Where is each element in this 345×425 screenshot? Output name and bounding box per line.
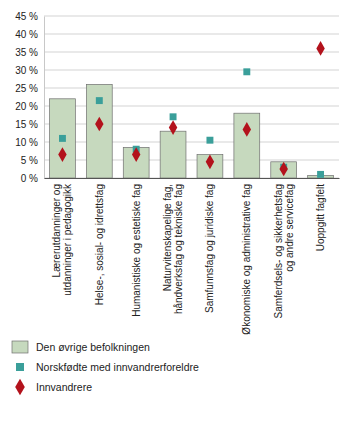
grid-line — [44, 70, 339, 71]
series-1 — [59, 68, 324, 178]
x-tick-label-line: Naturvitenskapelige fag, — [162, 184, 173, 291]
y-tick-label: 15 % — [15, 119, 38, 130]
bar — [234, 113, 260, 178]
x-axis-line — [45, 178, 340, 179]
legend-item: Den øvrige befolkningen — [12, 341, 150, 353]
x-tick: Økonomiske og administrative fag — [241, 178, 252, 335]
bar — [271, 162, 297, 178]
marker — [132, 147, 140, 162]
bar — [197, 155, 223, 178]
x-tick-label-line: Uoppgitt fagfelt — [315, 184, 326, 251]
x-tick: Helse-, sosial- og idrettsfag — [94, 178, 105, 305]
legend-item: Norskfødte med innvandrerforeldre — [16, 361, 199, 373]
x-tick-label-line: Helse-, sosial- og idrettsfag — [94, 184, 105, 305]
x-tick: Samfunnsfag og juridiske fag — [204, 178, 215, 313]
y-tick: 25 % — [15, 83, 44, 94]
bar — [123, 147, 149, 178]
marker — [95, 117, 103, 132]
y-tick: 10 % — [15, 137, 44, 148]
legend-swatch — [12, 341, 28, 353]
y-tick-label: 35 % — [15, 47, 38, 58]
x-tick-label-line: Humanistiske og estetiske fag — [131, 184, 142, 317]
y-tick-label: 5 % — [21, 155, 38, 166]
grid-line — [44, 16, 339, 17]
x-tick-label-line: og andre servicefag — [284, 184, 295, 272]
x-axis: Lærerutdanninger ogutdanninger i pedagog… — [45, 178, 340, 335]
y-tick: 5 % — [21, 155, 44, 166]
x-tick-label: Lærerutdanninger ogutdanninger i pedagog… — [51, 183, 73, 296]
marker — [279, 162, 287, 177]
x-tick: Lærerutdanninger ogutdanninger i pedagog… — [51, 178, 73, 296]
marker — [58, 147, 66, 162]
legend-item: Innvandrere — [15, 379, 92, 396]
marker — [243, 68, 250, 75]
y-tick-label: 20 % — [15, 101, 38, 112]
x-tick-label: Samfunnsfag og juridiske fag — [204, 184, 215, 313]
y-axis-line — [44, 17, 45, 179]
grid-line — [44, 34, 339, 35]
marker — [96, 97, 103, 104]
y-tick-label: 0 % — [21, 173, 38, 184]
y-tick-label: 40 % — [15, 29, 38, 40]
y-tick: 35 % — [15, 47, 44, 58]
legend-swatch — [15, 379, 25, 396]
y-tick-label: 10 % — [15, 137, 38, 148]
x-tick-label: Uoppgitt fagfelt — [315, 184, 326, 251]
marker — [206, 137, 213, 144]
chart: 0 % 5 % 10 % 15 % 20 % 25 % 30 % 35 % 40 % 45 % Læ… — [0, 0, 345, 425]
marker — [59, 135, 66, 142]
plot: 0 % 5 % 10 % 15 % 20 % 25 % 30 % 35 % 40 % 45 % Læ… — [15, 11, 339, 335]
y-axis: 0 % 5 % 10 % 15 % 20 % 25 % 30 % 35 % 40 % 45 % — [15, 11, 44, 184]
x-tick-label-line: utdanninger i pedagogikk — [62, 183, 73, 296]
marker — [169, 120, 177, 135]
marker — [243, 122, 251, 137]
y-tick: 15 % — [15, 119, 44, 130]
x-tick: Uoppgitt fagfelt — [315, 178, 326, 251]
marker — [170, 113, 177, 120]
x-tick-label-line: Samfunnsfag og juridiske fag — [204, 184, 215, 313]
x-tick-label: Naturvitenskapelige fag,håndverksfag og … — [162, 184, 184, 314]
x-tick: Naturvitenskapelige fag,håndverksfag og … — [162, 178, 184, 314]
x-tick-label-line: Samferdsels- og sikkerhetsfag — [273, 184, 284, 319]
y-tick: 30 % — [15, 65, 44, 76]
marker — [317, 171, 324, 178]
x-tick-label-line: håndverksfag og tekniske fag — [173, 184, 184, 314]
y-tick-label: 30 % — [15, 65, 38, 76]
grid-line — [44, 52, 339, 53]
x-tick-label: Humanistiske og estetiske fag — [131, 184, 142, 317]
grid — [44, 16, 339, 178]
series-0 — [50, 84, 334, 178]
legend-label: Norskfødte med innvandrerforeldre — [36, 361, 199, 373]
x-tick: Samferdsels- og sikkerhetsfagog andre se… — [273, 178, 295, 319]
x-tick-label-line: Lærerutdanninger og — [51, 184, 62, 277]
legend-swatch — [16, 363, 24, 371]
y-tick: 45 % — [15, 11, 44, 22]
series-2 — [58, 41, 325, 176]
legend-label: Den øvrige befolkningen — [36, 341, 150, 353]
y-tick-label: 25 % — [15, 83, 38, 94]
x-tick: Humanistiske og estetiske fag — [131, 178, 142, 317]
x-tick-label: Samferdsels- og sikkerhetsfagog andre se… — [273, 184, 295, 319]
marker — [316, 41, 324, 56]
bar — [50, 99, 76, 178]
legend-label: Innvandrere — [36, 381, 92, 393]
y-tick: 20 % — [15, 101, 44, 112]
x-tick-label: Økonomiske og administrative fag — [241, 184, 252, 335]
marks — [50, 41, 334, 178]
bar — [86, 84, 112, 178]
y-tick: 40 % — [15, 29, 44, 40]
y-tick: 0 % — [21, 173, 44, 184]
legend: Den øvrige befolkningen Norskfødte med in… — [12, 341, 199, 396]
y-tick-label: 45 % — [15, 11, 38, 22]
x-tick-label: Helse-, sosial- og idrettsfag — [94, 184, 105, 305]
marker — [206, 154, 214, 169]
x-tick-label-line: Økonomiske og administrative fag — [241, 184, 252, 335]
bar — [160, 131, 186, 178]
